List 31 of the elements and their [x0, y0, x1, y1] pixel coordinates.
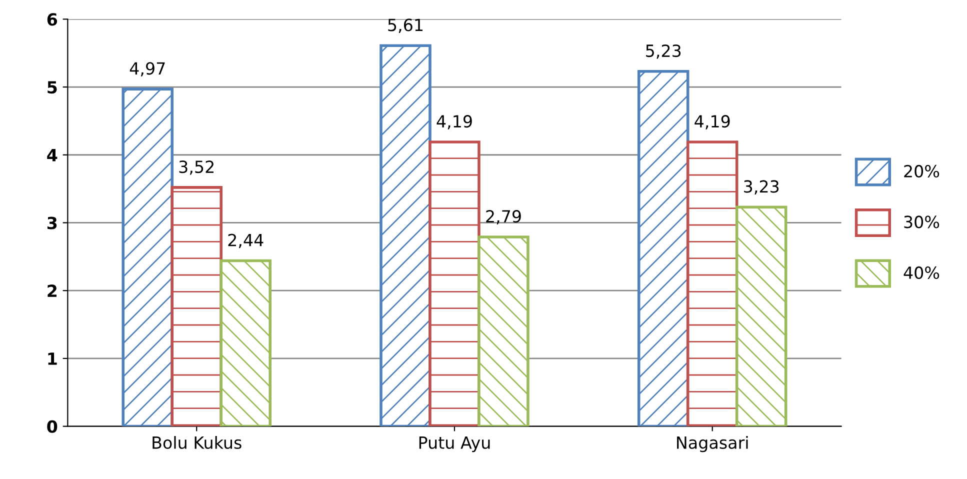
data-label: 5,23	[646, 44, 681, 59]
bar	[220, 259, 272, 426]
y-tick-label: 5	[48, 81, 57, 94]
bar	[686, 140, 738, 426]
bar	[637, 70, 690, 426]
data-label: 2,44	[228, 234, 264, 248]
x-tick-label: Bolu Kukus	[152, 436, 242, 449]
y-tick-label: 3	[47, 216, 57, 230]
bar	[478, 236, 530, 426]
data-label: 4,19	[694, 115, 730, 130]
data-label: 2,79	[486, 210, 521, 224]
data-label: 4,19	[436, 115, 472, 130]
bar	[122, 88, 174, 426]
bar	[735, 206, 788, 426]
y-tick-label: 2	[48, 284, 57, 297]
y-tick-label: 4	[47, 149, 58, 162]
y-tick-label: 6	[47, 13, 58, 26]
bar	[428, 140, 480, 426]
bar	[380, 44, 432, 426]
data-label: 4,97	[130, 62, 165, 76]
data-label: 3,23	[744, 180, 779, 194]
x-tick-label: Putu Ayu	[419, 436, 490, 452]
data-label: 5,61	[388, 18, 423, 33]
bar	[170, 186, 223, 426]
x-tick-label: Nagasari	[677, 436, 748, 452]
y-tick-label: 0	[47, 420, 58, 433]
legend-label: 40%	[904, 266, 940, 280]
y-tick-label: 1	[48, 352, 57, 365]
data-label: 3,52	[179, 160, 214, 175]
legend-label: 30%	[904, 216, 940, 228]
legend-label: 20%	[904, 164, 940, 178]
